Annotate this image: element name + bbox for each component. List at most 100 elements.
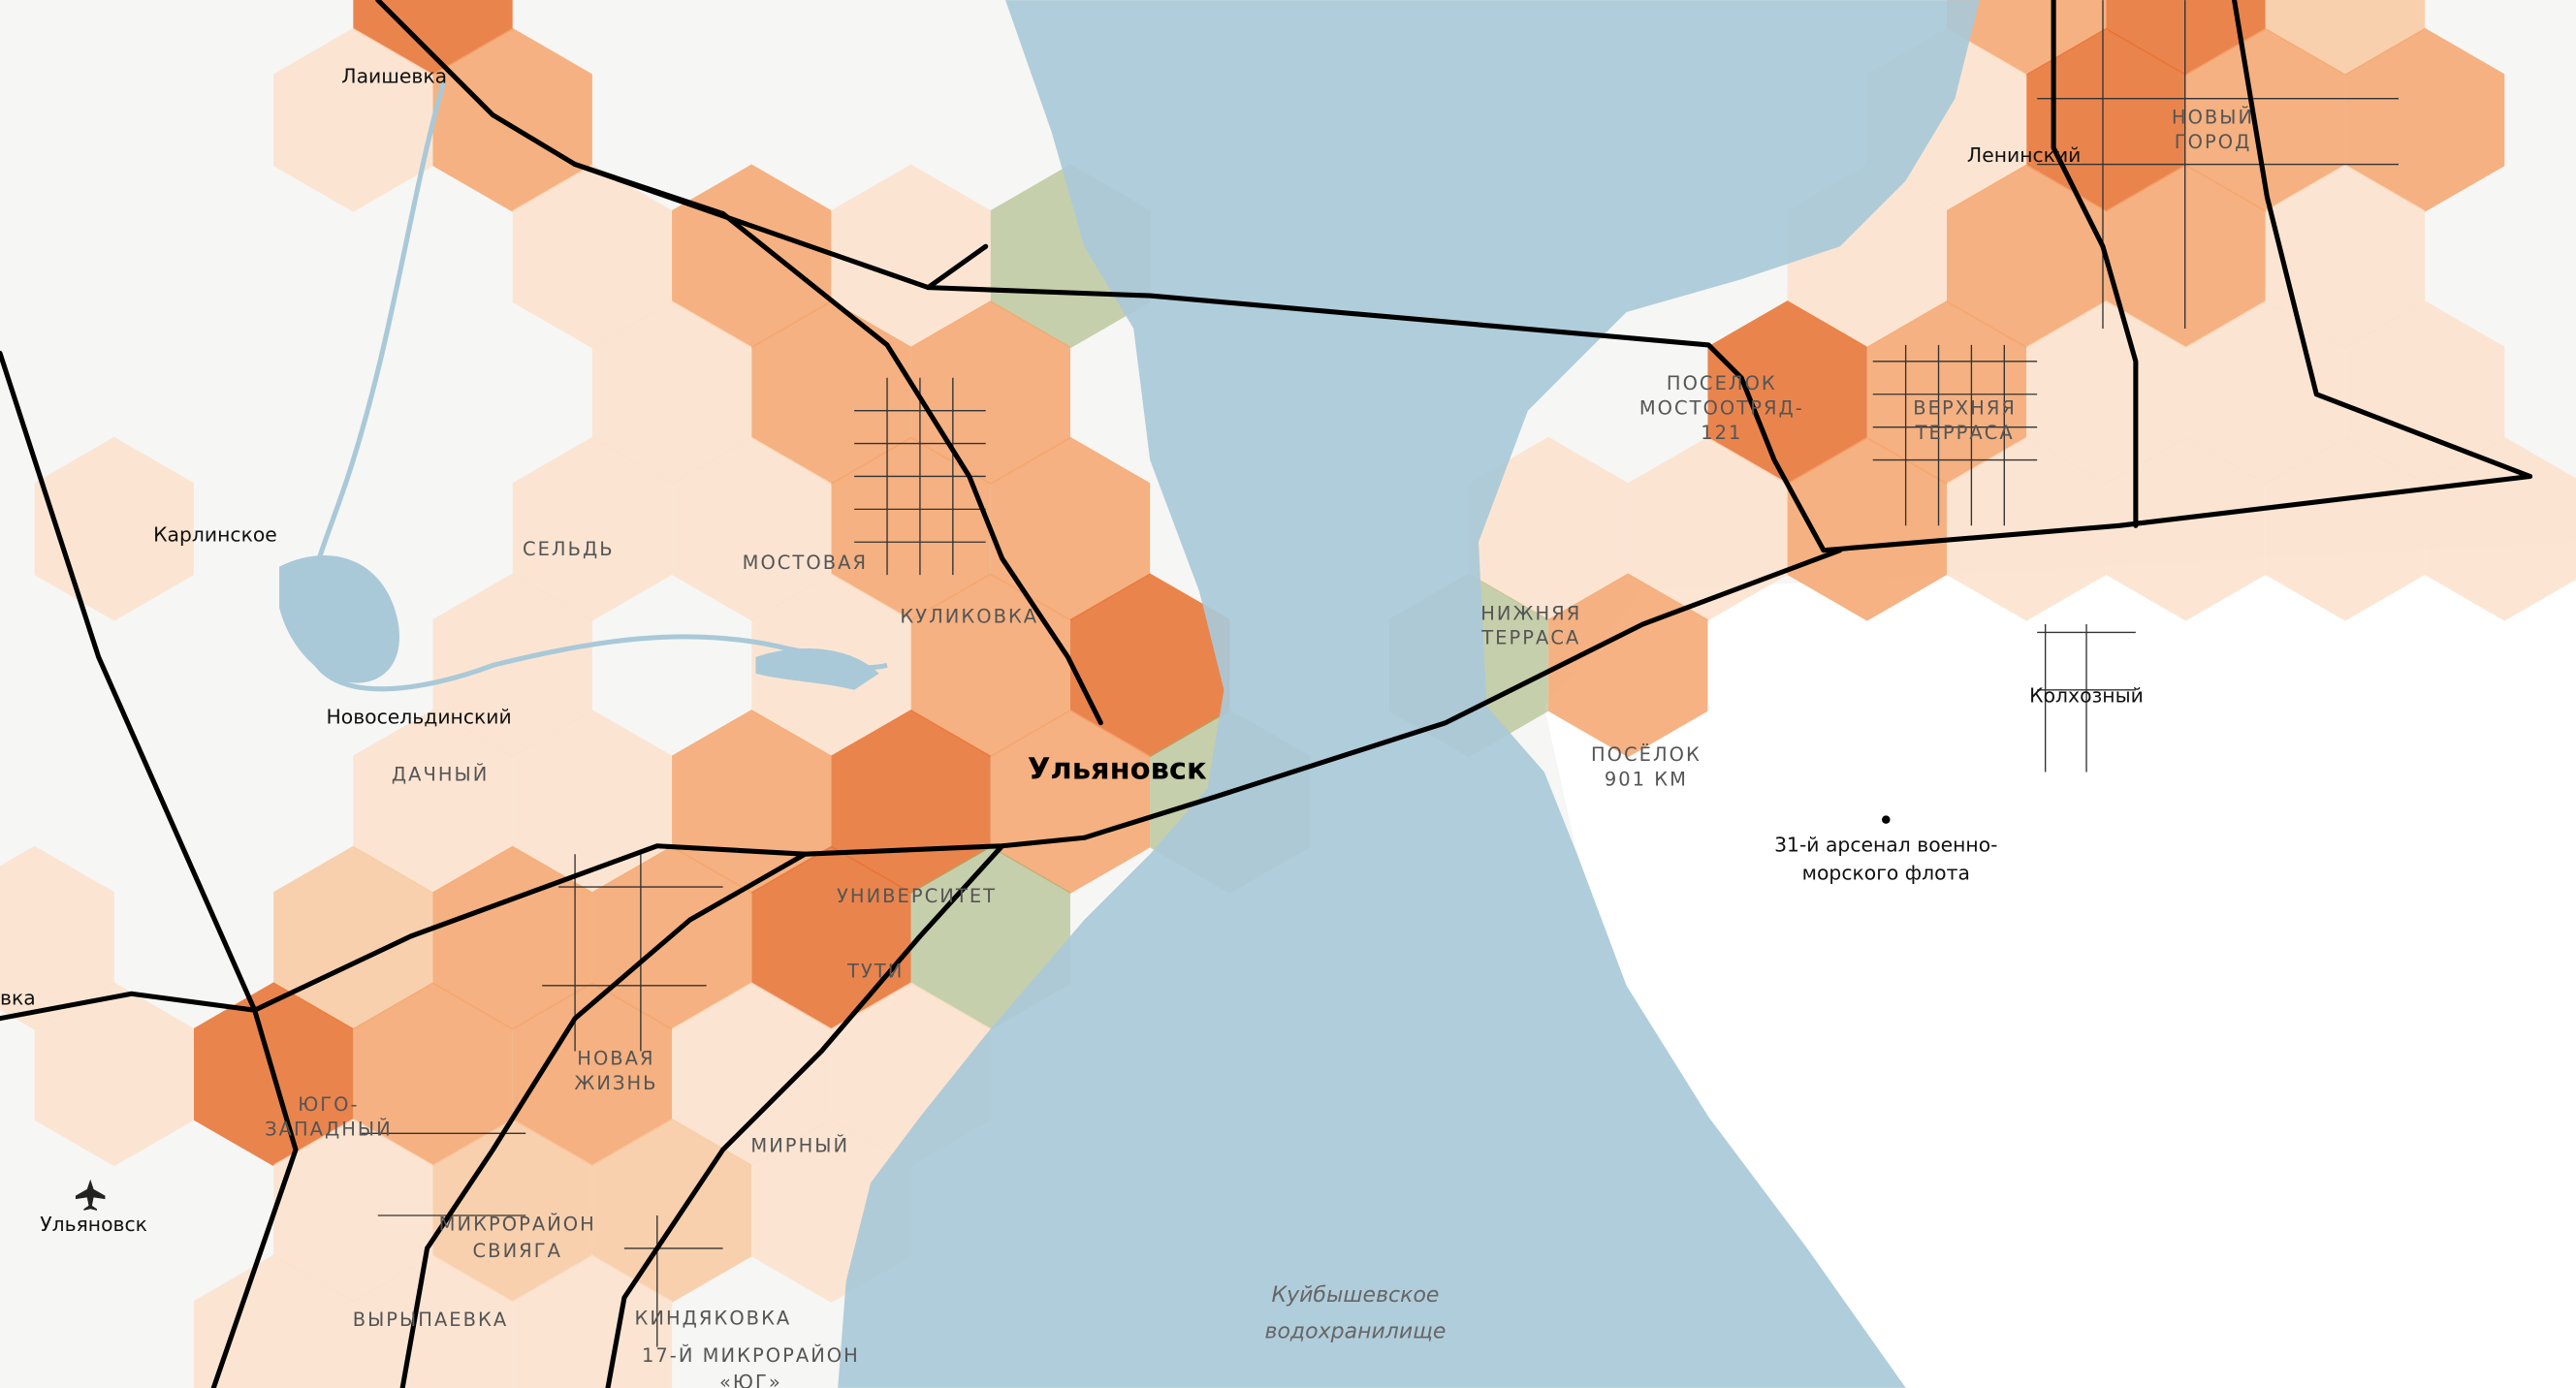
hex-cell bbox=[273, 27, 433, 212]
hex-cell bbox=[353, 982, 513, 1167]
map-label: Карлинское bbox=[153, 522, 277, 546]
map-label: КИНДЯКОВКА bbox=[635, 1307, 792, 1329]
reservoir bbox=[838, 0, 1980, 1388]
map-label: «ЮГ» bbox=[719, 1371, 782, 1388]
hex-cell bbox=[751, 845, 911, 1030]
road bbox=[572, 161, 989, 291]
map-label: таевка bbox=[0, 986, 36, 1009]
map-label: ГОРОД bbox=[2175, 131, 2252, 153]
map-label: СЕЛЬДЬ bbox=[523, 538, 615, 560]
hex-cell bbox=[831, 164, 991, 349]
map-label: Ульяновск bbox=[1028, 752, 1207, 786]
map-label: МОСТООТРЯД- bbox=[1639, 397, 1804, 420]
hex-cell bbox=[1947, 164, 2107, 349]
hex-cell bbox=[990, 436, 1151, 621]
hex-cell bbox=[591, 300, 752, 485]
land-east bbox=[1543, 542, 2576, 1388]
hex-cell bbox=[1787, 436, 1948, 621]
map-label: ПОСЕЛОК bbox=[1667, 372, 1777, 394]
map-label: ТЕРРАСА bbox=[1480, 627, 1580, 649]
road bbox=[605, 843, 1005, 1388]
hex-cell bbox=[512, 710, 673, 894]
airport-icon bbox=[75, 1179, 106, 1211]
hex-cell bbox=[2026, 27, 2186, 212]
map-label: НОВАЯ bbox=[577, 1048, 654, 1070]
map-label: ТУТИ bbox=[846, 961, 904, 983]
map-label: морского флота bbox=[1802, 862, 1970, 885]
road bbox=[0, 350, 299, 1388]
hex-cell bbox=[273, 1119, 433, 1303]
hex-cell bbox=[432, 1119, 592, 1303]
hex-cell bbox=[512, 436, 673, 621]
hex-cell bbox=[432, 573, 592, 758]
map-label: ПОСЁЛОК bbox=[1591, 743, 1701, 766]
hex-cell bbox=[353, 1254, 513, 1388]
hex-cell bbox=[990, 710, 1151, 894]
map-label: МИРНЫЙ bbox=[750, 1134, 849, 1156]
hex-cell bbox=[910, 573, 1070, 758]
hex-cell bbox=[2106, 164, 2266, 349]
map-label: Новосельдинский bbox=[326, 706, 511, 729]
hex-cell bbox=[2344, 27, 2505, 212]
hex-cell bbox=[2185, 27, 2345, 212]
hex-cell bbox=[2265, 164, 2426, 349]
hex-cell bbox=[831, 436, 991, 621]
road bbox=[0, 548, 1843, 1022]
hex-cell bbox=[432, 27, 592, 212]
map-label: СВИЯГА bbox=[473, 1240, 562, 1262]
hex-cell bbox=[353, 0, 513, 77]
hex-cell bbox=[1468, 436, 1629, 621]
hex-cell bbox=[910, 300, 1070, 485]
map-label: ВЫРЫПАЕВКА bbox=[353, 1309, 509, 1331]
lake bbox=[755, 648, 879, 690]
street bbox=[2037, 0, 2399, 773]
map-label: НОВЫЙ bbox=[2172, 107, 2254, 129]
map-label: 31-й арсенал военно- bbox=[1774, 834, 1997, 857]
road bbox=[925, 285, 2533, 553]
point-marker bbox=[1882, 815, 1891, 824]
map-label: МОСТОВАЯ bbox=[743, 552, 868, 574]
map-label: ЖИЗНЬ bbox=[574, 1072, 657, 1094]
hex-cell bbox=[2265, 436, 2426, 621]
map-label: УНИВЕРСИТЕТ bbox=[837, 885, 997, 907]
hex-cell bbox=[2026, 300, 2186, 485]
hex-cell bbox=[1947, 0, 2107, 77]
map-label: ВЕРХНЯЯ bbox=[1913, 397, 2017, 420]
hex-cell bbox=[2106, 0, 2266, 77]
map-label: 17-Й МИКРОРАЙОН bbox=[642, 1344, 860, 1367]
hex-cell bbox=[1548, 573, 1708, 758]
map-label: ТЕРРАСА bbox=[1915, 422, 2015, 444]
map-label: НИЖНЯЯ bbox=[1480, 602, 1581, 624]
road bbox=[399, 851, 808, 1388]
map-label: 121 bbox=[1701, 422, 1742, 444]
map-label: ДАЧНЫЙ bbox=[392, 763, 489, 785]
map-label: Колхозный bbox=[2029, 684, 2144, 708]
lake bbox=[279, 554, 399, 683]
map-label: водохранилище bbox=[1264, 1319, 1446, 1343]
hex-cell bbox=[2265, 0, 2426, 77]
hex-cell bbox=[1628, 436, 1788, 621]
hex-cell bbox=[432, 845, 592, 1030]
road bbox=[2231, 0, 2533, 480]
hex-cell bbox=[512, 164, 673, 349]
hex-cell bbox=[512, 982, 673, 1167]
hex-cell bbox=[672, 982, 832, 1167]
street bbox=[854, 377, 986, 576]
map-label: 901 КМ bbox=[1605, 768, 1688, 790]
map-label: Ульяновск bbox=[40, 1213, 147, 1236]
hex-cell bbox=[34, 982, 194, 1167]
road bbox=[375, 0, 1103, 726]
hex-cell bbox=[1707, 300, 1867, 485]
river bbox=[304, 81, 888, 692]
hex-cell bbox=[193, 1254, 354, 1388]
hex-cell bbox=[2344, 300, 2505, 485]
map-label: Лаишевка bbox=[341, 65, 447, 88]
hex-cell bbox=[0, 845, 114, 1030]
road bbox=[2051, 0, 2139, 528]
map-label: КУЛИКОВКА bbox=[900, 606, 1038, 628]
hex-cell bbox=[353, 710, 513, 894]
